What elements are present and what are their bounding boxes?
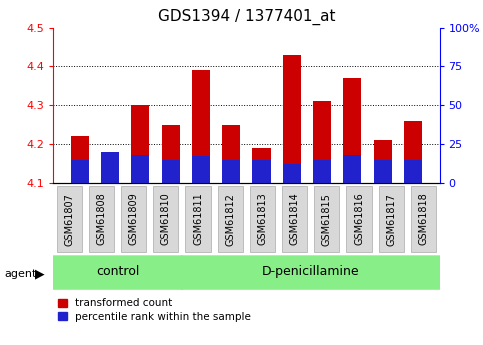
Text: D-penicillamine: D-penicillamine [262,265,359,278]
Bar [313,101,331,183]
Bar [222,125,240,183]
Text: GSM61810: GSM61810 [161,193,171,245]
FancyBboxPatch shape [314,186,340,253]
Bar [192,70,210,183]
Text: GSM61817: GSM61817 [386,193,396,246]
Bar [373,159,392,183]
Text: GSM61814: GSM61814 [290,193,299,245]
Bar [343,155,361,183]
FancyBboxPatch shape [185,186,211,253]
Text: GSM61808: GSM61808 [97,193,106,245]
Bar [253,148,270,183]
FancyBboxPatch shape [411,186,436,253]
Title: GDS1394 / 1377401_at: GDS1394 / 1377401_at [157,9,335,25]
Text: control: control [96,265,139,278]
Bar [373,140,392,183]
Bar [313,159,331,183]
Legend: transformed count, percentile rank within the sample: transformed count, percentile rank withi… [58,298,251,322]
FancyBboxPatch shape [282,186,307,253]
Text: GSM61809: GSM61809 [128,193,139,245]
Text: GSM61807: GSM61807 [64,193,74,246]
Bar [404,121,422,183]
Bar [71,136,89,183]
Text: GSM61812: GSM61812 [225,193,235,246]
FancyBboxPatch shape [218,186,243,253]
Text: GSM61811: GSM61811 [193,193,203,245]
Text: agent: agent [5,269,37,279]
Bar [161,125,180,183]
FancyBboxPatch shape [52,255,184,290]
Text: GSM61815: GSM61815 [322,193,332,246]
Text: ▶: ▶ [35,268,44,281]
Bar [192,157,210,183]
Bar [283,55,301,183]
Text: GSM61818: GSM61818 [418,193,428,245]
Bar [131,155,149,183]
FancyBboxPatch shape [250,186,275,253]
Bar [131,105,149,183]
FancyBboxPatch shape [153,186,178,253]
Text: GSM61813: GSM61813 [257,193,268,245]
FancyBboxPatch shape [121,186,146,253]
Bar [222,159,240,183]
Bar [71,159,89,183]
Bar [343,78,361,183]
Bar [253,159,270,183]
Bar [101,152,119,183]
FancyBboxPatch shape [89,186,114,253]
FancyBboxPatch shape [379,186,404,253]
Bar [101,179,119,183]
FancyBboxPatch shape [180,255,441,290]
FancyBboxPatch shape [346,186,371,253]
Text: GSM61816: GSM61816 [354,193,364,245]
FancyBboxPatch shape [57,186,82,253]
Bar [404,159,422,183]
Bar [283,164,301,183]
Bar [161,159,180,183]
